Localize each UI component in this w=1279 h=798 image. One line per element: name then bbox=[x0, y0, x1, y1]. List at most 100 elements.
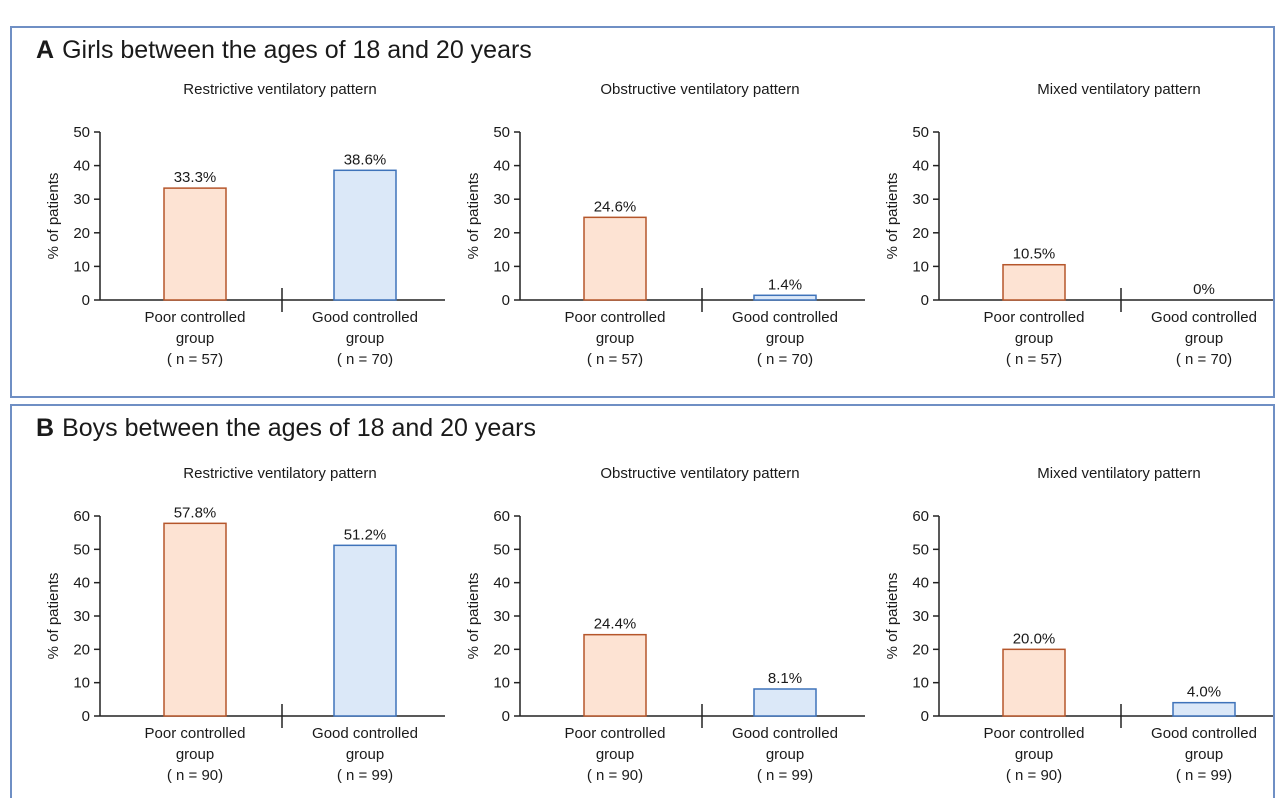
chart-subtitle: Obstructive ventilatory pattern bbox=[600, 465, 799, 482]
bar-value-label: 0% bbox=[1193, 281, 1215, 298]
y-tick-label: 10 bbox=[73, 258, 90, 275]
y-tick-label: 0 bbox=[502, 292, 510, 309]
y-tick-label: 20 bbox=[912, 641, 929, 658]
y-tick-label: 60 bbox=[912, 508, 929, 525]
y-tick-label: 0 bbox=[921, 292, 929, 309]
y-tick-label: 50 bbox=[73, 124, 90, 141]
y-tick-label: 20 bbox=[912, 225, 929, 242]
bar-good-controlled bbox=[333, 169, 397, 301]
y-tick-label: 40 bbox=[73, 158, 90, 175]
bar-poor-controlled bbox=[163, 522, 227, 717]
bar-poor-controlled bbox=[1002, 263, 1066, 301]
x-category-label: ( n = 70) bbox=[757, 351, 813, 368]
chart-restrictive: Restrictive ventilatory pattern 0 10 20 30 40… bbox=[45, 81, 445, 368]
y-axis-label: % of patients bbox=[45, 573, 62, 660]
x-category-label: ( n = 70) bbox=[337, 351, 393, 368]
panel-a-letter: A bbox=[36, 36, 55, 64]
panel-b-title: B Boys between the ages of 18 and 20 year… bbox=[36, 414, 536, 443]
x-category-label: ( n = 90) bbox=[587, 767, 643, 784]
x-category-label: Good controlled bbox=[732, 725, 838, 742]
x-category-label: group bbox=[766, 746, 804, 763]
y-axis-label: % of patients bbox=[884, 173, 901, 260]
y-tick-label: 20 bbox=[73, 641, 90, 658]
panel-b: B Boys between the ages of 18 and 20 year… bbox=[10, 404, 1275, 798]
x-category-label: ( n = 57) bbox=[587, 351, 643, 368]
y-tick-label: 60 bbox=[73, 508, 90, 525]
y-tick-label: 0 bbox=[82, 708, 90, 725]
y-axis-label: % of patietns bbox=[884, 573, 901, 660]
y-tick-label: 50 bbox=[493, 541, 510, 558]
y-tick-label: 20 bbox=[493, 641, 510, 658]
bar-poor-controlled bbox=[1002, 648, 1066, 717]
y-tick-label: 30 bbox=[912, 191, 929, 208]
y-tick-label: 50 bbox=[493, 124, 510, 141]
chart-subtitle: Restrictive ventilatory pattern bbox=[183, 81, 376, 98]
y-tick-label: 50 bbox=[73, 541, 90, 558]
y-tick-label: 10 bbox=[912, 675, 929, 692]
chart-mixed: Mixed ventilatory pattern 0 10 20 30 40 50 60 % … bbox=[884, 465, 1273, 784]
y-tick-label: 30 bbox=[493, 191, 510, 208]
y-axis-label: % of patients bbox=[465, 173, 482, 260]
chart-subtitle: Mixed ventilatory pattern bbox=[1037, 81, 1200, 98]
x-category-label: Poor controlled bbox=[145, 309, 246, 326]
bar-value-label: 10.5% bbox=[1013, 246, 1056, 263]
x-category-label: Good controlled bbox=[1151, 309, 1257, 326]
chart-mixed: Mixed ventilatory pattern 0 10 20 30 40 50 % of… bbox=[884, 81, 1273, 368]
y-tick-label: 40 bbox=[912, 575, 929, 592]
panel-a-title-text: Girls between the ages of 18 and 20 year… bbox=[62, 36, 532, 64]
x-category-label: ( n = 70) bbox=[1176, 351, 1232, 368]
y-tick-label: 40 bbox=[912, 158, 929, 175]
x-category-label: Poor controlled bbox=[565, 309, 666, 326]
x-category-label: ( n = 99) bbox=[757, 767, 813, 784]
x-category-label: ( n = 99) bbox=[1176, 767, 1232, 784]
panel-b-letter: B bbox=[36, 414, 55, 442]
panel-b-title-text: Boys between the ages of 18 and 20 years bbox=[62, 414, 537, 442]
y-tick-label: 50 bbox=[912, 541, 929, 558]
y-tick-label: 10 bbox=[912, 258, 929, 275]
bar-value-label: 38.6% bbox=[344, 151, 387, 168]
y-axis-label: % of patients bbox=[465, 573, 482, 660]
x-category-label: group bbox=[176, 330, 214, 347]
panel-a-title: A Girls between the ages of 18 and 20 yea… bbox=[36, 36, 532, 65]
y-tick-label: 10 bbox=[73, 675, 90, 692]
chart-subtitle: Mixed ventilatory pattern bbox=[1037, 465, 1200, 482]
y-tick-label: 30 bbox=[912, 608, 929, 625]
bar-value-label: 24.6% bbox=[594, 198, 637, 215]
x-category-label: ( n = 90) bbox=[167, 767, 223, 784]
x-category-label: group bbox=[176, 746, 214, 763]
y-tick-label: 20 bbox=[493, 225, 510, 242]
bar-poor-controlled bbox=[583, 633, 647, 717]
x-category-label: Poor controlled bbox=[984, 725, 1085, 742]
x-category-label: group bbox=[1185, 330, 1223, 347]
bar-poor-controlled bbox=[163, 187, 227, 301]
x-category-label: ( n = 90) bbox=[1006, 767, 1062, 784]
y-tick-label: 40 bbox=[73, 575, 90, 592]
bar-value-label: 8.1% bbox=[768, 670, 802, 687]
x-category-label: Good controlled bbox=[312, 309, 418, 326]
x-category-label: group bbox=[766, 330, 804, 347]
chart-subtitle: Obstructive ventilatory pattern bbox=[600, 81, 799, 98]
x-category-label: group bbox=[1185, 746, 1223, 763]
x-category-label: group bbox=[596, 746, 634, 763]
panel-a: A Girls between the ages of 18 and 20 yea… bbox=[10, 26, 1275, 398]
x-category-label: group bbox=[346, 330, 384, 347]
bar-good-controlled bbox=[753, 688, 817, 717]
x-category-label: ( n = 99) bbox=[337, 767, 393, 784]
bar-good-controlled bbox=[1172, 701, 1236, 717]
y-tick-label: 40 bbox=[493, 575, 510, 592]
chart-obstructive: Obstructive ventilatory pattern 0 10 20 30 40… bbox=[465, 81, 865, 368]
bar-value-label: 33.3% bbox=[174, 169, 217, 186]
y-tick-label: 30 bbox=[73, 608, 90, 625]
y-tick-label: 20 bbox=[73, 225, 90, 242]
chart-restrictive: Restrictive ventilatory pattern 0 10 20 30 40… bbox=[45, 465, 445, 784]
x-category-label: Good controlled bbox=[1151, 725, 1257, 742]
bar-value-label: 4.0% bbox=[1187, 684, 1221, 701]
x-category-label: group bbox=[1015, 746, 1053, 763]
y-tick-label: 0 bbox=[921, 708, 929, 725]
x-category-label: Poor controlled bbox=[145, 725, 246, 742]
y-tick-label: 0 bbox=[502, 708, 510, 725]
panel-b-charts: Restrictive ventilatory pattern 0 10 20 30 40… bbox=[45, 465, 1273, 784]
x-category-label: ( n = 57) bbox=[167, 351, 223, 368]
y-tick-label: 10 bbox=[493, 675, 510, 692]
chart-obstructive: Obstructive ventilatory pattern 0 10 20 30 40… bbox=[465, 465, 865, 784]
